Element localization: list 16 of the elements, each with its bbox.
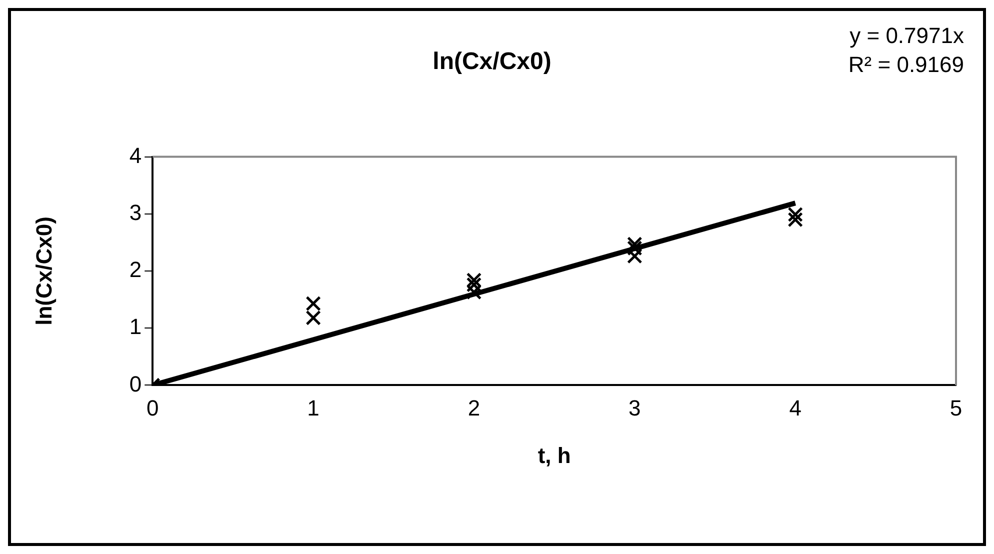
x-tick-label: 3 — [628, 395, 641, 420]
y-tick-label: 3 — [129, 200, 142, 225]
x-tick-label: 0 — [146, 395, 159, 420]
y-tick-label: 1 — [129, 314, 142, 340]
x-tick-label: 2 — [468, 395, 480, 420]
y-tick-label: 0 — [129, 371, 142, 396]
x-axis-title: t, h — [538, 442, 571, 468]
x-tick-label: 1 — [307, 395, 320, 420]
y-tick-label: 4 — [129, 142, 142, 168]
y-tick-label: 2 — [129, 257, 142, 282]
text: y = 0.7971x — [850, 23, 964, 48]
chart-title: ln(Cx/Cx0) — [432, 48, 552, 76]
x-tick-label: 5 — [950, 395, 962, 420]
text: R² = 0.9169 — [848, 52, 964, 78]
x-tick-label: 4 — [789, 395, 802, 420]
y-axis-title: ln(Cx/Cx0) — [31, 216, 56, 326]
